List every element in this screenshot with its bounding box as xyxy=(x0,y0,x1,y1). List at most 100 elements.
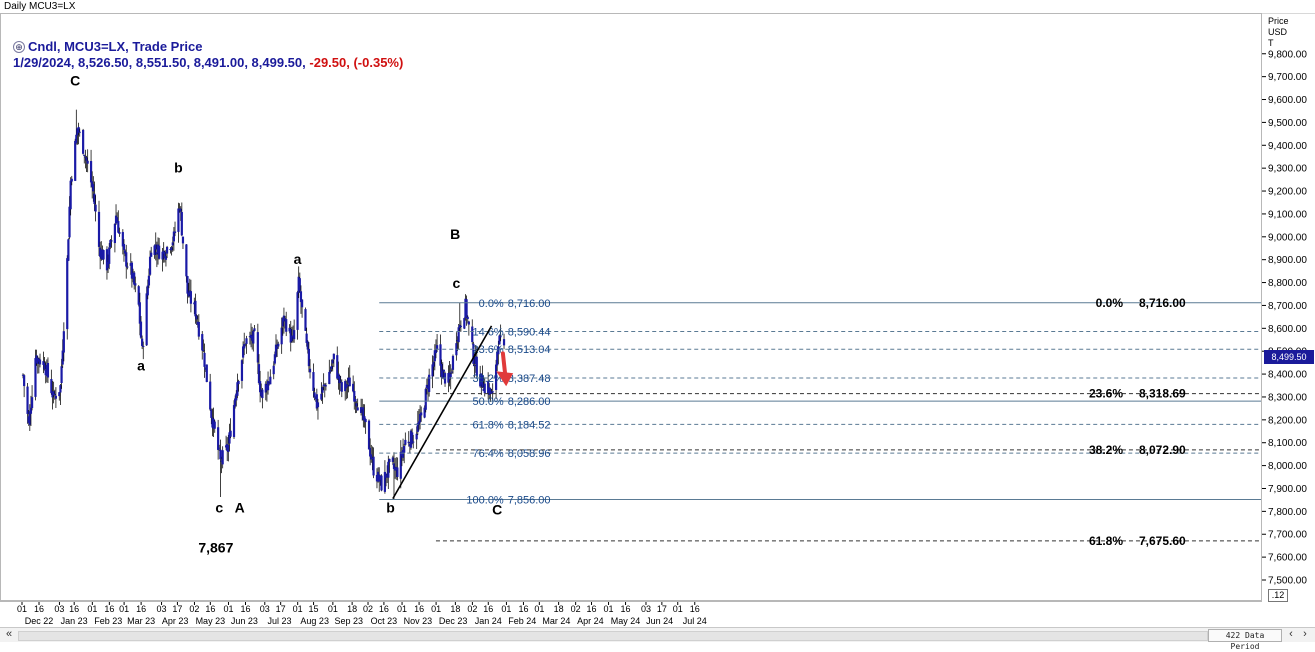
fib-retracement-percent: 61.8% xyxy=(473,419,504,431)
candle-body xyxy=(329,370,332,372)
price-chart[interactable]: 0.0%8,716.0014.6%8,590.4423.6%8,513.0438… xyxy=(1,14,1261,600)
candle-body xyxy=(131,272,135,279)
candle-body xyxy=(240,360,244,381)
candle-body xyxy=(86,160,89,164)
candle-body xyxy=(209,381,212,410)
date-tick-label: 03 xyxy=(157,604,167,614)
candle-body xyxy=(355,403,358,407)
zoom-button[interactable]: .12 xyxy=(1268,589,1288,602)
candle-body xyxy=(383,471,387,492)
candle-body xyxy=(234,398,237,407)
candle-body xyxy=(122,243,126,250)
scroll-prev-icon[interactable]: ‹ xyxy=(1289,628,1293,640)
date-tick-label: 02 xyxy=(189,604,199,614)
fib-retracement-value: 7,856.00 xyxy=(508,495,551,507)
candle-body xyxy=(474,356,477,365)
wave-label: b xyxy=(174,160,183,176)
candle-body xyxy=(340,382,343,392)
candle-body xyxy=(481,375,484,388)
date-tick-label: 16 xyxy=(379,604,389,614)
legend-values: 1/29/2024, 8,526.50, 8,551.50, 8,491.00,… xyxy=(13,55,403,71)
candle-body xyxy=(37,358,40,362)
scroll-left-icon[interactable]: « xyxy=(5,628,13,640)
candle-body xyxy=(105,249,109,271)
candle-body xyxy=(219,449,222,460)
candle-body xyxy=(188,290,191,295)
candle-body xyxy=(391,457,394,463)
current-price-tag: 8,499.50 xyxy=(1264,350,1314,364)
scroll-track[interactable] xyxy=(18,631,1208,641)
date-tick-label: 18 xyxy=(450,604,460,614)
date-tick-label: 01 xyxy=(328,604,338,614)
candle-body xyxy=(213,421,216,429)
candle-body xyxy=(367,420,371,450)
candle-body xyxy=(288,327,291,332)
candle-body xyxy=(268,382,271,384)
candle-body xyxy=(388,458,391,463)
candle-body xyxy=(497,346,500,355)
candle-body xyxy=(424,388,427,410)
price-tick-label: 7,600.00 xyxy=(1268,553,1307,564)
candle-body xyxy=(489,388,492,394)
candle-body xyxy=(483,383,486,394)
wave-label: b xyxy=(386,499,395,515)
candle-body xyxy=(347,377,350,383)
plot-area[interactable]: 0.0%8,716.0014.6%8,590.4423.6%8,513.0438… xyxy=(0,13,1262,601)
candle-body xyxy=(150,252,153,257)
wave-label: A xyxy=(235,499,245,515)
month-label: May 24 xyxy=(611,616,641,626)
candle-body xyxy=(440,363,443,377)
date-tick-label: 01 xyxy=(534,604,544,614)
candle-body xyxy=(441,371,444,379)
scrollbar[interactable]: « 422 Data Period ‹ › xyxy=(0,627,1315,651)
candle-body xyxy=(298,278,301,291)
candle-body xyxy=(473,365,476,367)
candle-body xyxy=(126,266,129,268)
candle-body xyxy=(337,373,340,379)
fib-extension-value: 7,675.60 xyxy=(1139,534,1186,548)
candle-body xyxy=(376,471,380,482)
candle-body xyxy=(395,466,398,471)
candle-body xyxy=(54,395,58,399)
candle-body xyxy=(281,318,284,327)
date-tick-label: 16 xyxy=(104,604,114,614)
candle-body xyxy=(344,381,347,392)
price-tick-label: 8,700.00 xyxy=(1268,301,1307,312)
candle-body xyxy=(328,371,331,385)
wave-label: c xyxy=(452,275,460,291)
candle-body xyxy=(356,407,359,411)
candle-body xyxy=(248,336,251,338)
candle-body xyxy=(401,449,405,458)
candle-body xyxy=(386,475,389,477)
candle-body xyxy=(148,256,152,275)
candle-body xyxy=(496,351,499,366)
candle-body xyxy=(82,129,85,154)
candle-body xyxy=(42,361,45,365)
legend-settings-icon[interactable]: ⊕ xyxy=(13,41,25,53)
month-label: Mar 24 xyxy=(542,616,570,626)
candle-body xyxy=(170,247,173,251)
month-label: Jul 23 xyxy=(268,616,292,626)
window-title: Daily MCU3=LX xyxy=(4,1,76,12)
candle-body xyxy=(330,365,333,370)
candle-body xyxy=(189,291,193,304)
candle-body xyxy=(339,380,342,382)
month-label: Mar 23 xyxy=(127,616,155,626)
fib-retracement-percent: 50.0% xyxy=(473,396,504,408)
candle-body xyxy=(494,364,498,390)
candle-body xyxy=(502,339,506,346)
candle-body xyxy=(277,343,280,347)
candle-body xyxy=(361,407,364,410)
legend-series-name: Cndl, MCU3=LX, Trade Price xyxy=(28,39,203,54)
candle-body xyxy=(179,208,182,212)
candle-body xyxy=(379,476,382,480)
scroll-next-icon[interactable]: › xyxy=(1303,628,1307,640)
candle-body xyxy=(432,361,435,367)
candle-body xyxy=(211,417,214,428)
candle-body xyxy=(403,445,406,453)
candle-body xyxy=(235,393,238,401)
candle-body xyxy=(58,392,61,397)
candle-body xyxy=(156,244,160,254)
candle-body xyxy=(316,402,320,408)
candle-body xyxy=(420,412,423,416)
